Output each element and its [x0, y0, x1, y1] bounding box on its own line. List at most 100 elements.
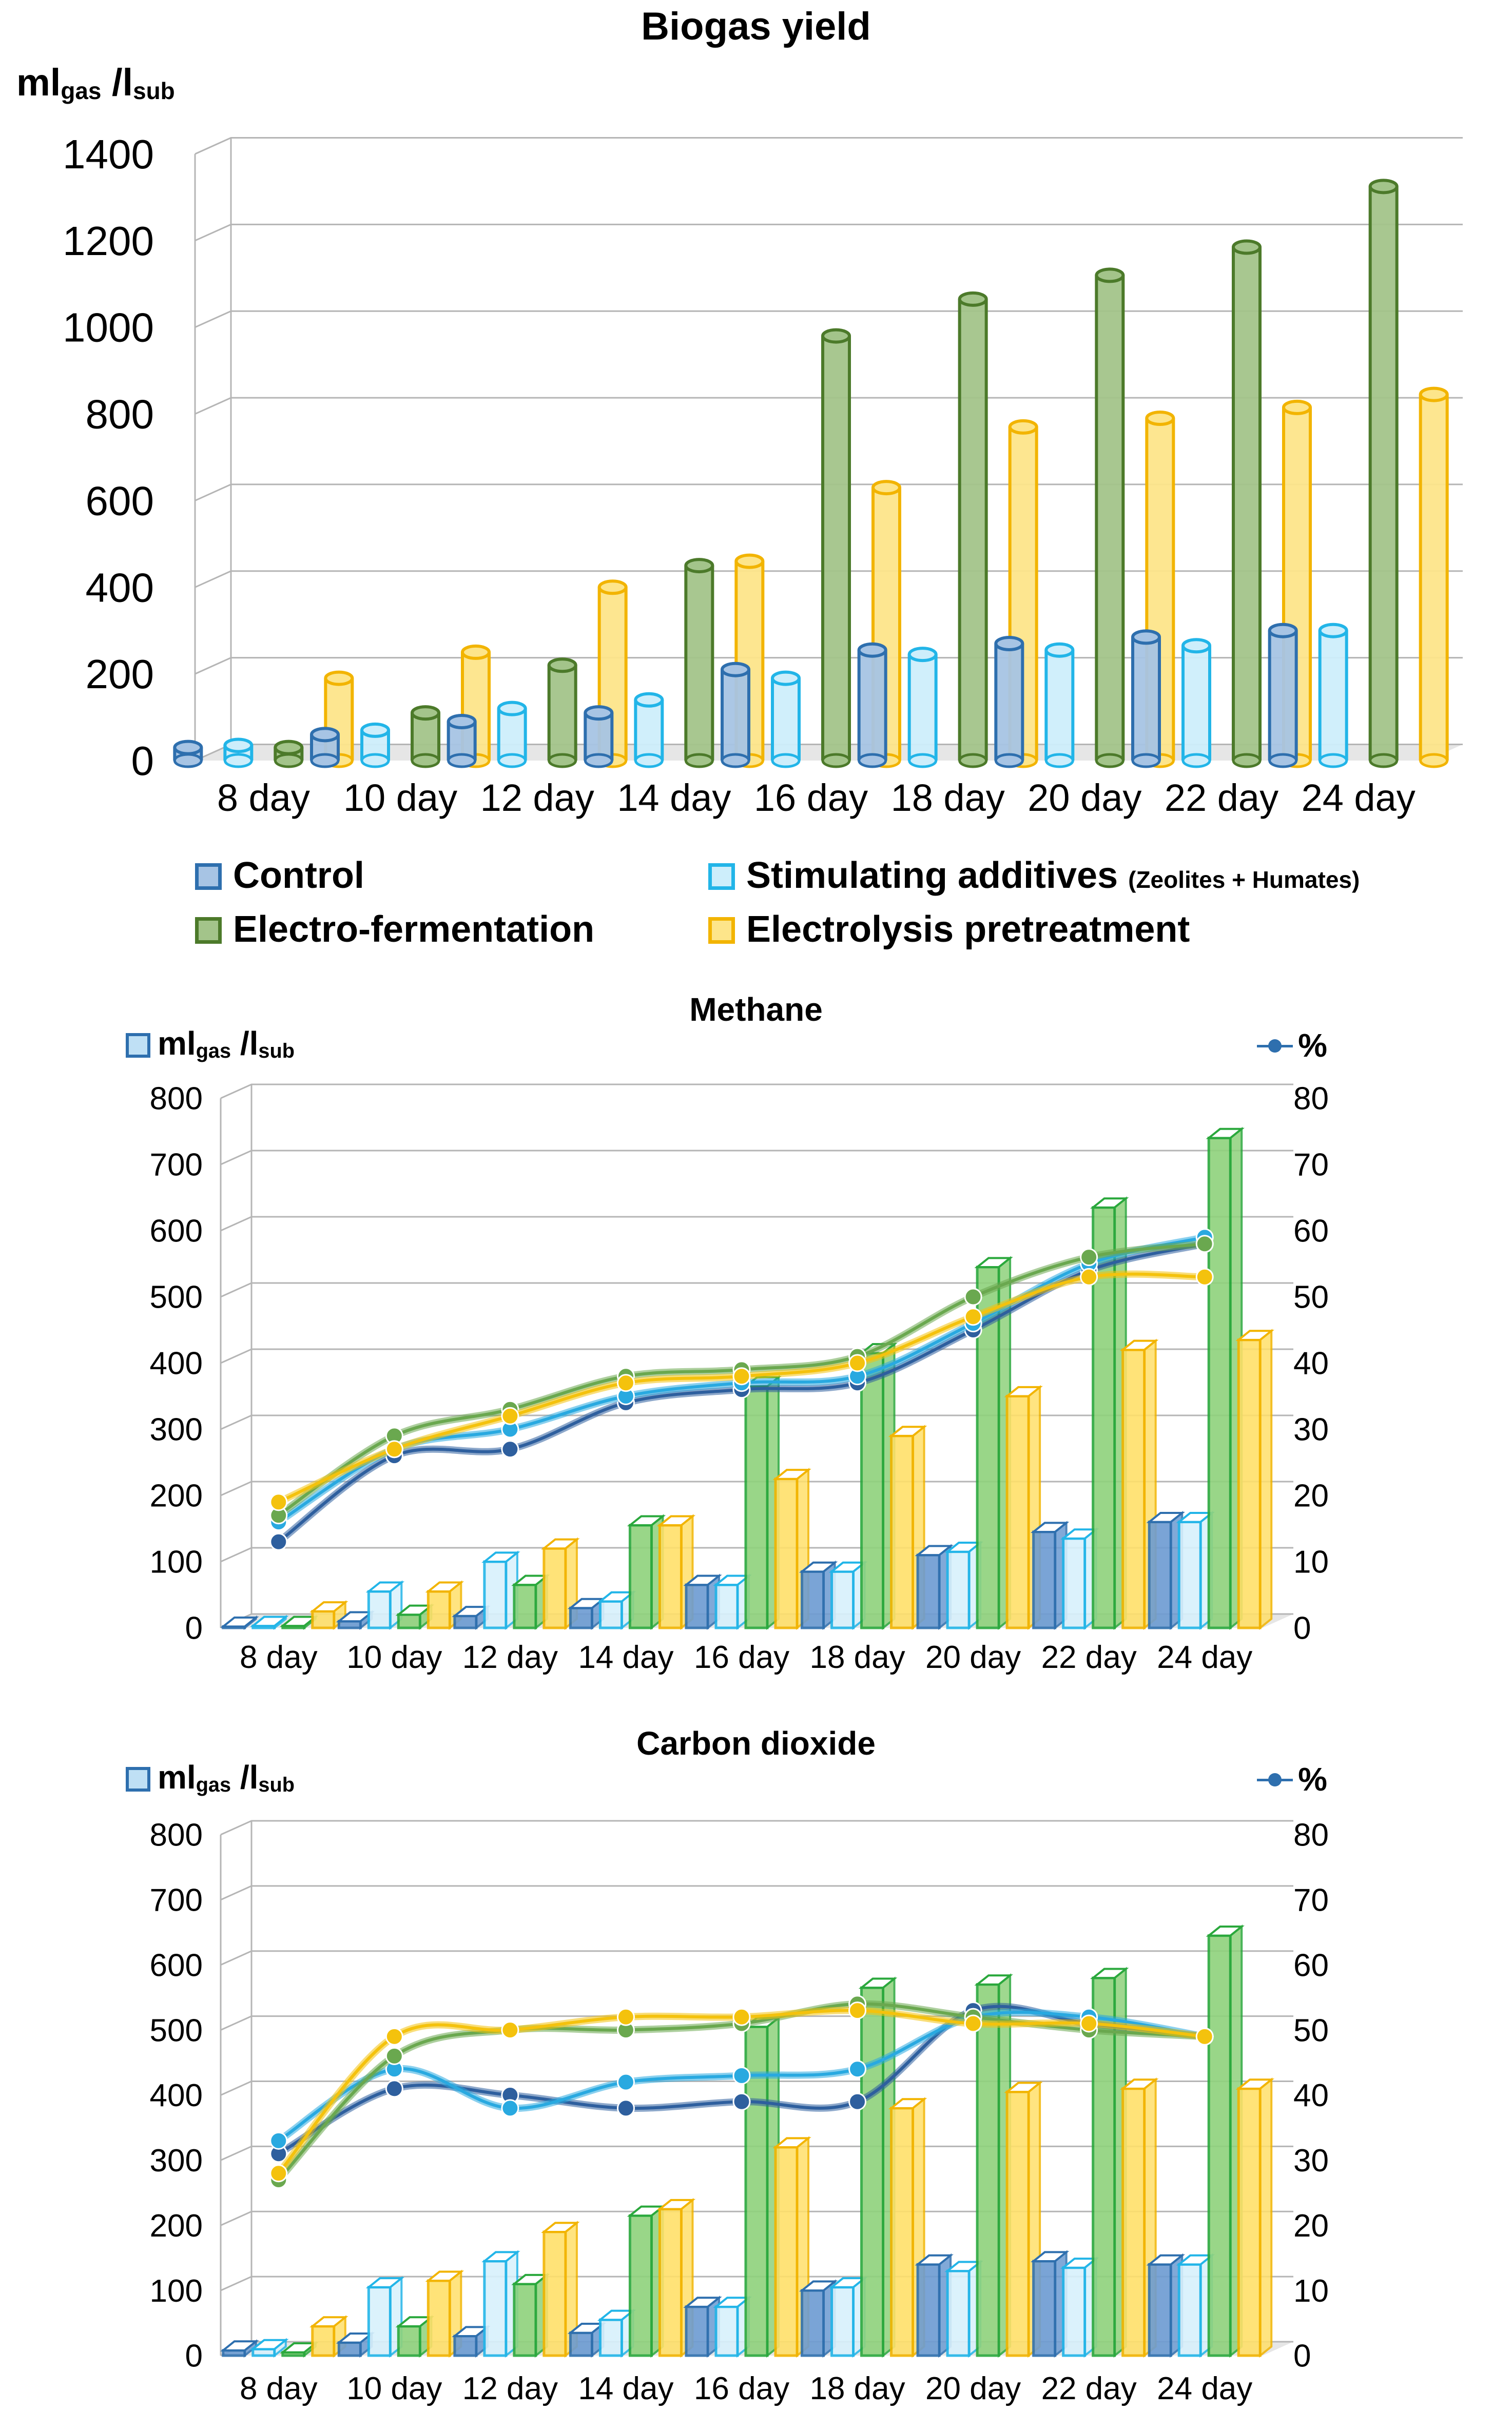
bar-cap — [541, 2222, 580, 2233]
bar-cap — [772, 1469, 811, 1480]
gridline — [195, 137, 1463, 155]
y-tick-label: 0 — [131, 738, 154, 784]
bar-electro-fermentation-24-day — [1206, 1924, 1245, 2358]
bar-top — [1368, 179, 1399, 195]
bar-stimulating-additives-20-day — [1044, 642, 1075, 768]
bar-base — [721, 753, 750, 768]
bar-body — [498, 708, 526, 761]
bar-cap — [250, 1616, 289, 1627]
bar-top — [871, 480, 901, 496]
y-tick-label: 800 — [150, 1818, 203, 1853]
bar-base — [634, 753, 664, 768]
legend-item-stimulating-additives: Stimulating additives (Zeolites + Humate… — [708, 854, 1360, 897]
bar-electrolysis-pretreatment-16-day — [772, 1467, 811, 1630]
x-category-label: 12 day — [462, 1640, 558, 1675]
legend-swatch-control — [195, 863, 222, 890]
x-category-label: 14 day — [617, 776, 731, 819]
bar-body — [412, 713, 439, 761]
x-category-label: 12 day — [462, 2371, 558, 2406]
bar-cap — [799, 1561, 838, 1573]
bar-front — [598, 2318, 623, 2357]
bar-front — [830, 2286, 855, 2357]
pct-point-20-day — [964, 2014, 982, 2033]
bar-base — [1131, 753, 1161, 768]
bar-top — [684, 558, 714, 574]
bar-cap — [799, 2280, 838, 2292]
bar-electro-fermentation-24-day — [1368, 179, 1399, 768]
pct-point-8-day — [269, 1493, 288, 1511]
bar-cap — [1030, 1522, 1070, 1533]
bar-front — [483, 2260, 508, 2357]
bar-electro-fermentation-12-day — [547, 657, 577, 768]
legend-label-electrolysis-pretreatment: Electrolysis pretreatment — [746, 909, 1190, 950]
bar-stimulating-additives-8-day — [250, 2338, 289, 2358]
bar-cap — [1090, 1197, 1129, 1209]
bar-control-8-day — [173, 740, 203, 768]
bar-top — [223, 737, 254, 753]
x-category-label: 22 day — [1041, 2371, 1137, 2406]
bar-base — [908, 753, 938, 768]
gridline — [220, 1950, 1293, 1966]
co2-chart-title: Carbon dioxide — [636, 1725, 876, 1762]
pct-point-10-day — [385, 2027, 403, 2046]
y2-tick-label: 10 — [1293, 1545, 1329, 1580]
carbon-dioxide-chart: Carbon dioxide mlgas /lsub % 0 100 200 300 4… — [0, 1709, 1512, 2430]
bar-cap — [250, 2339, 289, 2350]
bar-body — [996, 644, 1023, 761]
y2-tick-label: 20 — [1293, 2208, 1329, 2244]
bar-top — [447, 714, 477, 730]
bar-body — [1096, 275, 1123, 761]
x-category-label: 18 day — [809, 1640, 905, 1675]
bar-front — [1032, 2260, 1057, 2357]
bar-control-12-day — [447, 714, 477, 768]
bar-stimulating-additives-14-day — [634, 692, 664, 768]
x-category-label: 24 day — [1157, 2371, 1252, 2406]
bar-top — [1095, 267, 1125, 283]
bar-front — [311, 2325, 336, 2357]
bar-base — [1369, 753, 1399, 768]
bar-control-10-day — [310, 727, 340, 768]
y2-tick-label: 50 — [1293, 1280, 1329, 1315]
y-tick-label: 800 — [150, 1081, 203, 1117]
bar-body — [1133, 637, 1159, 761]
bar-cap — [425, 1581, 464, 1593]
pct-point-20-day — [964, 1308, 982, 1326]
gridline — [195, 310, 1463, 328]
bar-front — [976, 1983, 1000, 2357]
bar-top — [1232, 239, 1262, 255]
legend-label-electro-fermentation: Electro-fermentation — [233, 909, 595, 950]
bar-front — [1237, 1338, 1262, 1629]
co2-y-axis-unit: mlgas /lsub — [126, 1758, 295, 1797]
bar-top — [1131, 629, 1161, 645]
bar-control-16-day — [683, 2296, 722, 2358]
biogas-yield-chart: Biogas yield mlgas /lsub 0 200 400 600 800 10… — [0, 0, 1512, 975]
bar-base — [310, 753, 340, 768]
bar-cap — [1206, 1926, 1245, 1937]
y2-tick-label: 70 — [1293, 1148, 1329, 1183]
bar-cap — [309, 1601, 348, 1612]
bar-top — [857, 642, 887, 658]
bar-cap — [683, 2297, 722, 2308]
bar-body — [1320, 630, 1347, 761]
legend-item-control: Control — [195, 854, 364, 897]
bar-base — [771, 753, 801, 768]
x-category-label: 18 day — [809, 2371, 905, 2406]
bar-electrolysis-pretreatment-22-day — [1119, 1338, 1159, 1630]
bar-front — [1207, 1934, 1232, 2357]
bar-base — [173, 753, 203, 768]
bar-base — [584, 753, 613, 768]
bar-base — [1181, 753, 1211, 768]
bar-front — [714, 2305, 739, 2357]
bar-top — [547, 657, 577, 673]
biogas-chart-title: Biogas yield — [641, 5, 871, 48]
bar-stimulating-additives-10-day — [360, 722, 390, 768]
chart-body: 0 200 400 600 800 1000 1200 1400 8 day 10 day 12 d… — [63, 131, 1463, 819]
x-category-label: 16 day — [694, 1640, 789, 1675]
bar-front — [337, 2341, 362, 2357]
bar-base — [958, 753, 988, 768]
bar-side — [1259, 2077, 1273, 2358]
pct-line — [277, 2009, 1205, 2174]
y2-tick-label: 70 — [1293, 1883, 1329, 1918]
x-category-label: 10 day — [343, 776, 457, 819]
bar-front — [427, 2279, 451, 2357]
